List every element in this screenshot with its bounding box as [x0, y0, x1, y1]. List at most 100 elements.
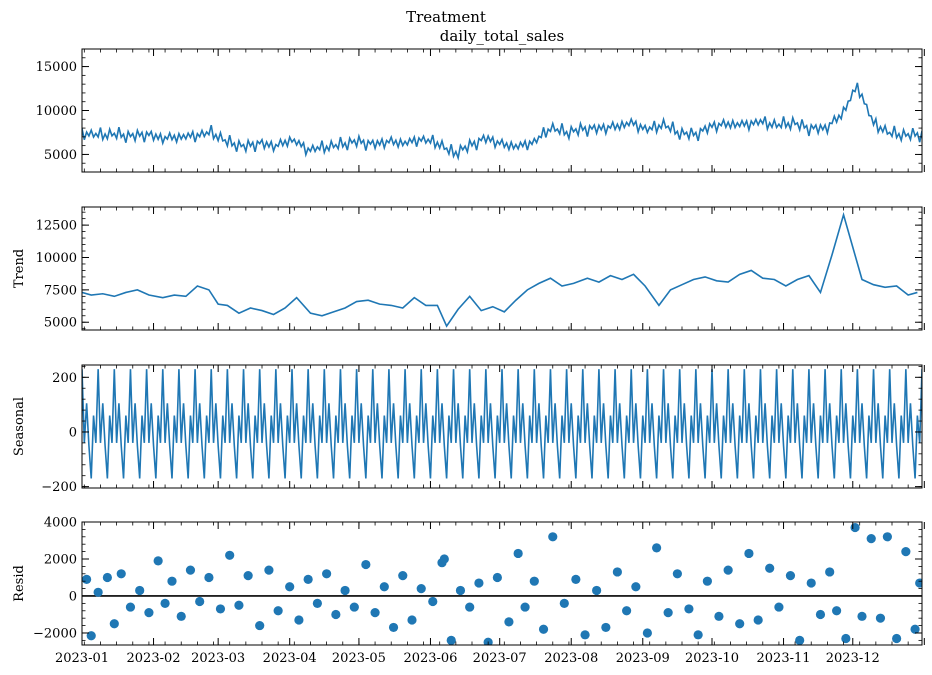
resid-point	[407, 615, 417, 625]
resid-point	[684, 604, 694, 614]
resid-point	[331, 609, 341, 620]
ytick-label: 4000	[44, 516, 77, 531]
panel-3: −200 0 200 Seasonal	[12, 364, 925, 495]
resid-point	[892, 633, 902, 644]
resid-point	[538, 624, 549, 634]
resid-point	[416, 583, 426, 594]
resid-point	[529, 576, 539, 586]
ytick-label: 15000	[36, 60, 77, 75]
ylabel: Resid	[12, 565, 27, 602]
ytick-label: 12500	[36, 219, 77, 234]
resid-point	[135, 585, 145, 596]
resid-point	[806, 578, 816, 588]
resid-point	[785, 571, 796, 581]
resid-point	[622, 606, 632, 616]
resid-point	[492, 572, 502, 583]
resid-point	[744, 548, 754, 559]
ytick-label: 5000	[44, 148, 77, 163]
resid-point	[398, 571, 408, 581]
resid-point	[504, 617, 514, 627]
resid-point	[815, 609, 826, 620]
xtick-label: 2023-10	[685, 651, 739, 666]
resid-point	[455, 585, 466, 596]
sales-line	[82, 82, 922, 161]
resid-point	[753, 615, 763, 625]
ytick-label: 0	[69, 589, 77, 604]
resid-point	[592, 585, 602, 596]
xtick-label: 2023-07	[473, 651, 527, 666]
resid-point	[702, 576, 712, 586]
resid-point	[832, 606, 842, 616]
resid-point	[580, 630, 590, 640]
panel-4: −2000 0 2000 4000 Resid 2023-01 2023-02 2023-03…	[12, 516, 925, 666]
ytick-label: 200	[52, 371, 77, 386]
resid-point	[513, 548, 523, 559]
ytick-label: −200	[41, 480, 77, 495]
resid-point	[176, 611, 186, 621]
resid-point	[915, 578, 922, 588]
resid-point	[571, 574, 581, 584]
resid-point	[234, 600, 244, 610]
resid-point	[723, 565, 733, 575]
ytick-label: 7500	[44, 283, 77, 298]
resid-point	[379, 582, 389, 592]
resid-point	[153, 556, 163, 566]
resid-point	[264, 565, 274, 575]
resid-point	[312, 598, 322, 608]
resid-point	[243, 571, 253, 581]
resid-point	[439, 554, 449, 564]
resid-point	[901, 546, 911, 557]
xtick-label: 2023-04	[263, 651, 317, 666]
ytick-label: 2000	[44, 552, 77, 567]
resid-point	[370, 608, 380, 618]
resid-point	[841, 633, 851, 644]
resid-point	[548, 532, 558, 542]
resid-point	[303, 574, 313, 584]
resid-point	[612, 567, 622, 577]
resid-point	[857, 611, 867, 621]
ytick-label: 10000	[36, 251, 77, 266]
resid-point	[102, 572, 112, 583]
resid-point	[850, 522, 860, 533]
resid-point	[652, 543, 662, 553]
xtick-label: 2023-08	[544, 651, 598, 666]
xtick-label: 2023-05	[332, 651, 386, 666]
resid-point	[474, 578, 484, 588]
panel-2: 5000 7500 10000 12500 Trend	[12, 206, 925, 331]
resid-point	[825, 567, 835, 577]
resid-point	[82, 574, 92, 584]
resid-point	[125, 602, 136, 612]
resid-point	[215, 604, 226, 614]
panel-1: 5000 10000 15000	[36, 48, 925, 173]
axes-frame	[81, 521, 923, 646]
resid-point	[882, 532, 892, 542]
resid-point	[185, 565, 196, 575]
axes-frame	[81, 206, 923, 331]
resid-point	[631, 582, 641, 592]
resid-point	[672, 569, 682, 579]
resid-point	[559, 598, 569, 608]
resid-point	[273, 606, 283, 616]
resid-point	[322, 569, 332, 579]
ytick-label: 10000	[36, 104, 77, 119]
resid-point	[446, 635, 456, 645]
resid-point	[714, 611, 724, 621]
resid-point	[167, 576, 177, 586]
resid-point	[225, 550, 235, 560]
resid-point	[875, 613, 886, 623]
xtick-label: 2023-03	[191, 651, 245, 666]
resid-point	[361, 559, 371, 570]
ylabel: Seasonal	[12, 397, 27, 456]
xtick-label: 2023-12	[826, 651, 880, 666]
chart-panels: 5000 10000 15000 5000 7500 10000 12500 Trend −20…	[12, 48, 925, 666]
resid-point	[144, 608, 154, 618]
resid-point	[349, 602, 359, 612]
resid-point	[765, 563, 775, 573]
resid-point	[204, 572, 214, 583]
resid-point	[693, 630, 703, 640]
resid-point	[735, 619, 745, 629]
resid-point	[160, 598, 170, 608]
ytick-label: −2000	[33, 626, 77, 641]
resid-point	[663, 608, 673, 618]
ylabel: Trend	[12, 249, 27, 288]
